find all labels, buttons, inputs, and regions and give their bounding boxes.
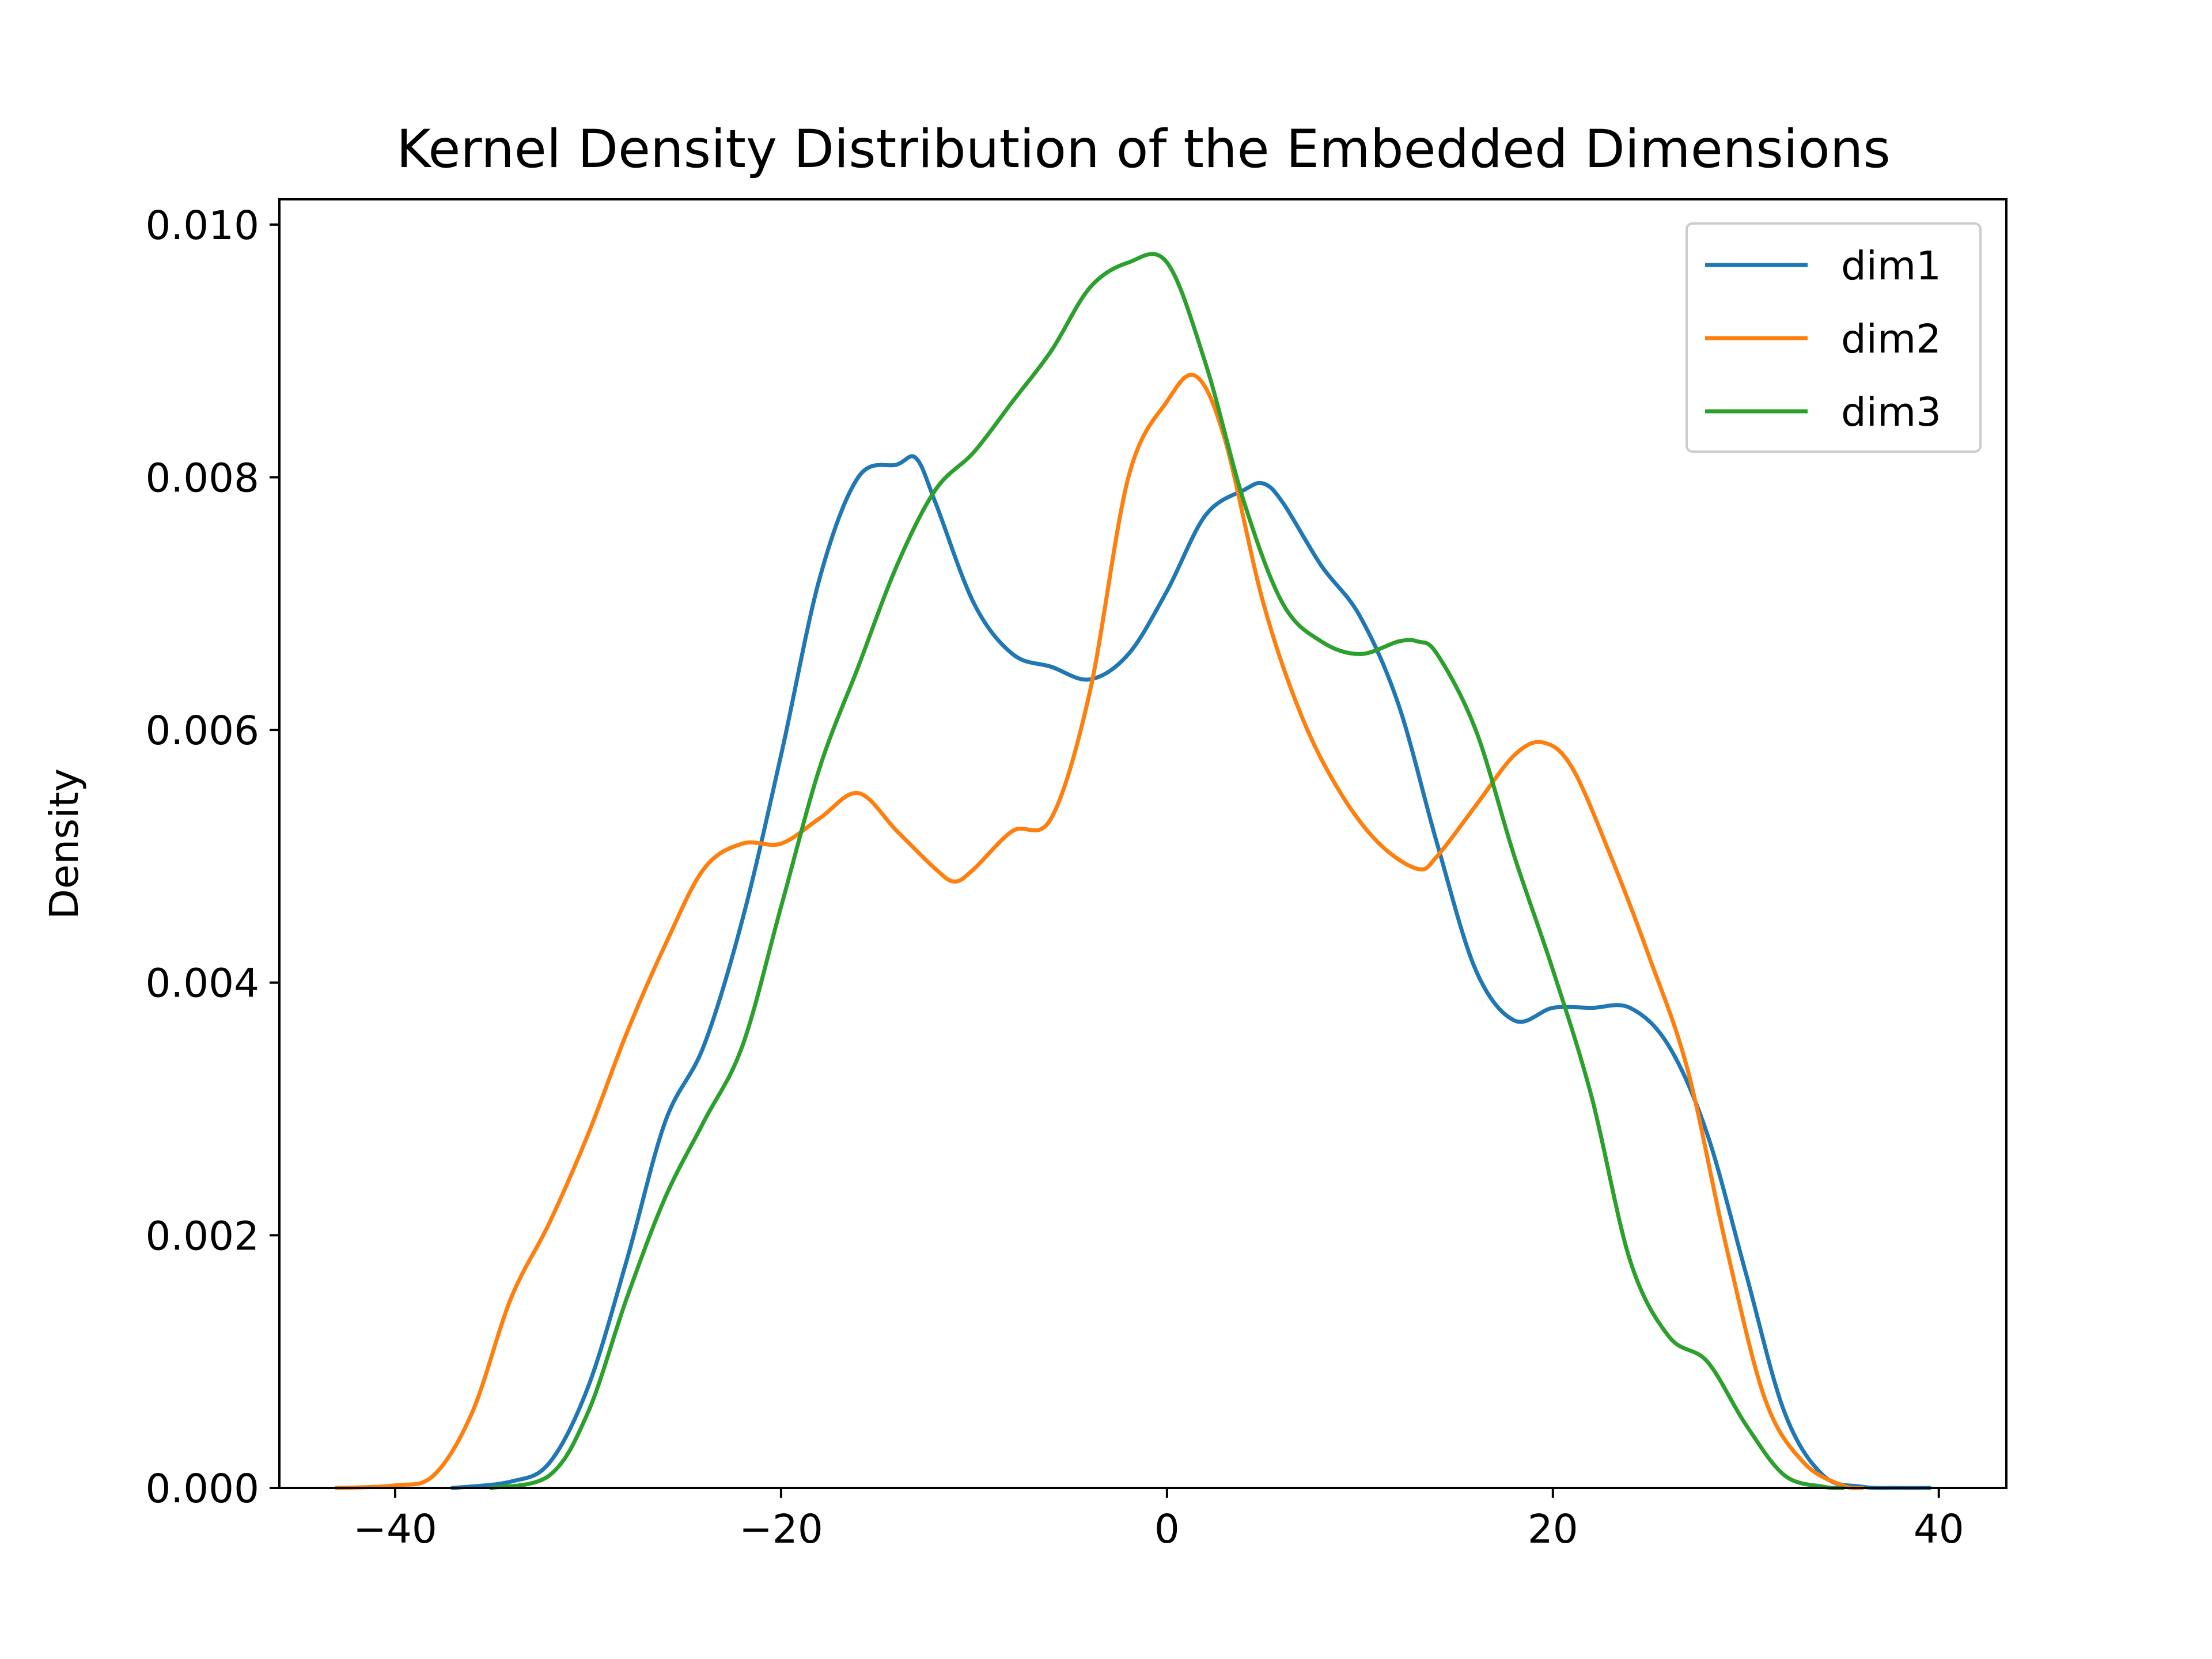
- legend-frame: [1685, 222, 1982, 453]
- x-axis: −40 −20 0 20 40: [353, 1488, 1964, 1552]
- x-tick-label: −20: [739, 1506, 823, 1552]
- y-axis-label: Density: [41, 768, 88, 919]
- plot-frame: [278, 198, 2008, 1489]
- y-tick-label: 0.000: [145, 1466, 259, 1512]
- x-tick-label: −40: [353, 1506, 437, 1552]
- legend-label-dim1: dim1: [1841, 243, 1941, 289]
- x-tick-label: 0: [1154, 1506, 1180, 1552]
- series-line-dim2: [335, 373, 1864, 1490]
- x-tick-label: 40: [1914, 1506, 1964, 1552]
- x-tick-label: 20: [1528, 1506, 1578, 1552]
- series-line-dim1: [450, 454, 1931, 1490]
- y-tick-label: 0.004: [145, 961, 259, 1007]
- y-tick-label: 0.006: [145, 708, 259, 754]
- y-tick-label: 0.010: [145, 203, 259, 249]
- legend-label-dim3: dim3: [1841, 389, 1941, 435]
- series-line-dim3: [489, 252, 1845, 1491]
- legend: dim1 dim2 dim3: [1685, 222, 1982, 453]
- y-tick-label: 0.008: [145, 455, 259, 501]
- legend-label-dim2: dim2: [1841, 316, 1941, 362]
- y-tick-label: 0.002: [145, 1213, 259, 1259]
- y-axis: 0.000 0.002 0.004 0.006 0.008 0.010: [145, 203, 279, 1512]
- series-layer: [335, 252, 1931, 1491]
- chart-title: Kernel Density Distribution of the Embed…: [396, 119, 1891, 180]
